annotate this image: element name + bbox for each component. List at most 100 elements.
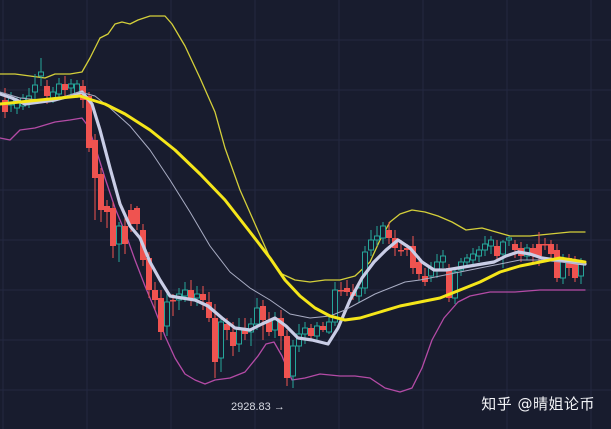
candle	[278, 310, 284, 350]
candle-body-down	[260, 306, 266, 320]
candle-body-up	[440, 255, 446, 263]
candle	[470, 248, 476, 264]
candle	[488, 236, 494, 254]
candle	[212, 304, 218, 378]
candle	[512, 240, 518, 258]
candle	[554, 244, 560, 282]
candle-body-down	[512, 244, 518, 250]
candle-body-down	[158, 298, 164, 332]
candle	[314, 322, 320, 340]
candle-body-down	[104, 206, 110, 212]
candle-body-down	[542, 244, 548, 246]
candle-body-up	[452, 271, 458, 299]
candle-body-down	[416, 262, 422, 274]
candle	[266, 312, 272, 336]
candle-body-up	[38, 71, 44, 77]
candle	[200, 286, 206, 310]
candle-body-down	[206, 302, 212, 318]
candle-body-up	[194, 293, 200, 299]
candle	[158, 290, 164, 340]
candle	[308, 324, 314, 340]
candle-body-down	[494, 246, 500, 256]
candle-body-down	[278, 318, 284, 336]
candle-body-up	[464, 257, 470, 263]
candle-body-down	[2, 100, 8, 112]
candle-body-down	[134, 208, 140, 224]
candle-body-down	[446, 268, 452, 298]
candle-body-up	[32, 84, 38, 93]
candle-body-up	[356, 287, 362, 297]
candle	[476, 246, 482, 262]
low-price-label: 2928.83 →	[231, 401, 285, 413]
candle	[368, 230, 374, 256]
candle-body-down	[536, 244, 542, 256]
candle	[260, 300, 266, 340]
candle-body-down	[122, 226, 128, 244]
candle	[290, 340, 296, 388]
candle	[134, 206, 140, 230]
candle	[530, 244, 536, 262]
candle-body-up	[488, 239, 494, 247]
candle-body-up	[314, 325, 320, 337]
candle-body-down	[338, 290, 344, 292]
candle	[272, 312, 278, 338]
candle	[410, 236, 416, 274]
candle	[338, 282, 344, 296]
candle-body-down	[170, 300, 176, 302]
candle-body-down	[110, 208, 116, 246]
candle	[344, 280, 350, 296]
low-price-value: 2928.83	[231, 401, 271, 413]
candle	[98, 168, 104, 222]
candle	[482, 236, 488, 256]
candle-body-down	[266, 320, 272, 332]
candle-body-up	[482, 243, 488, 251]
candle	[32, 74, 38, 100]
candle-body-up	[500, 241, 506, 255]
ma-short-line	[0, 90, 587, 346]
candle	[434, 254, 440, 278]
candle-body-down	[86, 96, 92, 148]
candle	[122, 216, 128, 254]
candle-body-up	[476, 249, 482, 257]
candle-body-down	[224, 324, 230, 330]
candle-body-down	[548, 244, 554, 254]
candle-body-up	[254, 307, 260, 325]
candle-body-up	[332, 289, 338, 323]
candle	[104, 200, 110, 228]
candle-body-down	[98, 174, 104, 210]
candle	[68, 79, 74, 96]
candle-body-up	[164, 301, 170, 327]
candle-body-down	[188, 290, 194, 298]
candle-body-up	[182, 289, 188, 297]
candle-body-up	[302, 327, 308, 335]
candle	[152, 282, 158, 310]
ma-long-line	[0, 94, 587, 322]
candle-body-up	[68, 83, 74, 89]
candle-body-up	[218, 321, 224, 359]
candle-body-up	[374, 235, 380, 241]
candle-body-down	[404, 248, 410, 250]
candle	[440, 250, 446, 268]
ma-mid-line	[0, 91, 586, 319]
candle	[332, 282, 338, 326]
candle-body-up	[506, 237, 512, 241]
candle	[56, 78, 62, 98]
candle-body-down	[386, 230, 392, 238]
candle	[62, 76, 68, 96]
candle-body-down	[572, 262, 578, 278]
candle	[494, 240, 500, 262]
candle-body-down	[62, 84, 68, 90]
candle-body-up	[368, 239, 374, 251]
candle	[116, 222, 122, 262]
candle	[164, 292, 170, 336]
candle	[506, 236, 512, 246]
candle	[374, 226, 380, 246]
boll-upper-line	[0, 15, 586, 283]
candle	[188, 280, 194, 306]
candle-body-down	[320, 326, 326, 330]
candle-body-down	[398, 250, 404, 252]
candle	[452, 268, 458, 304]
